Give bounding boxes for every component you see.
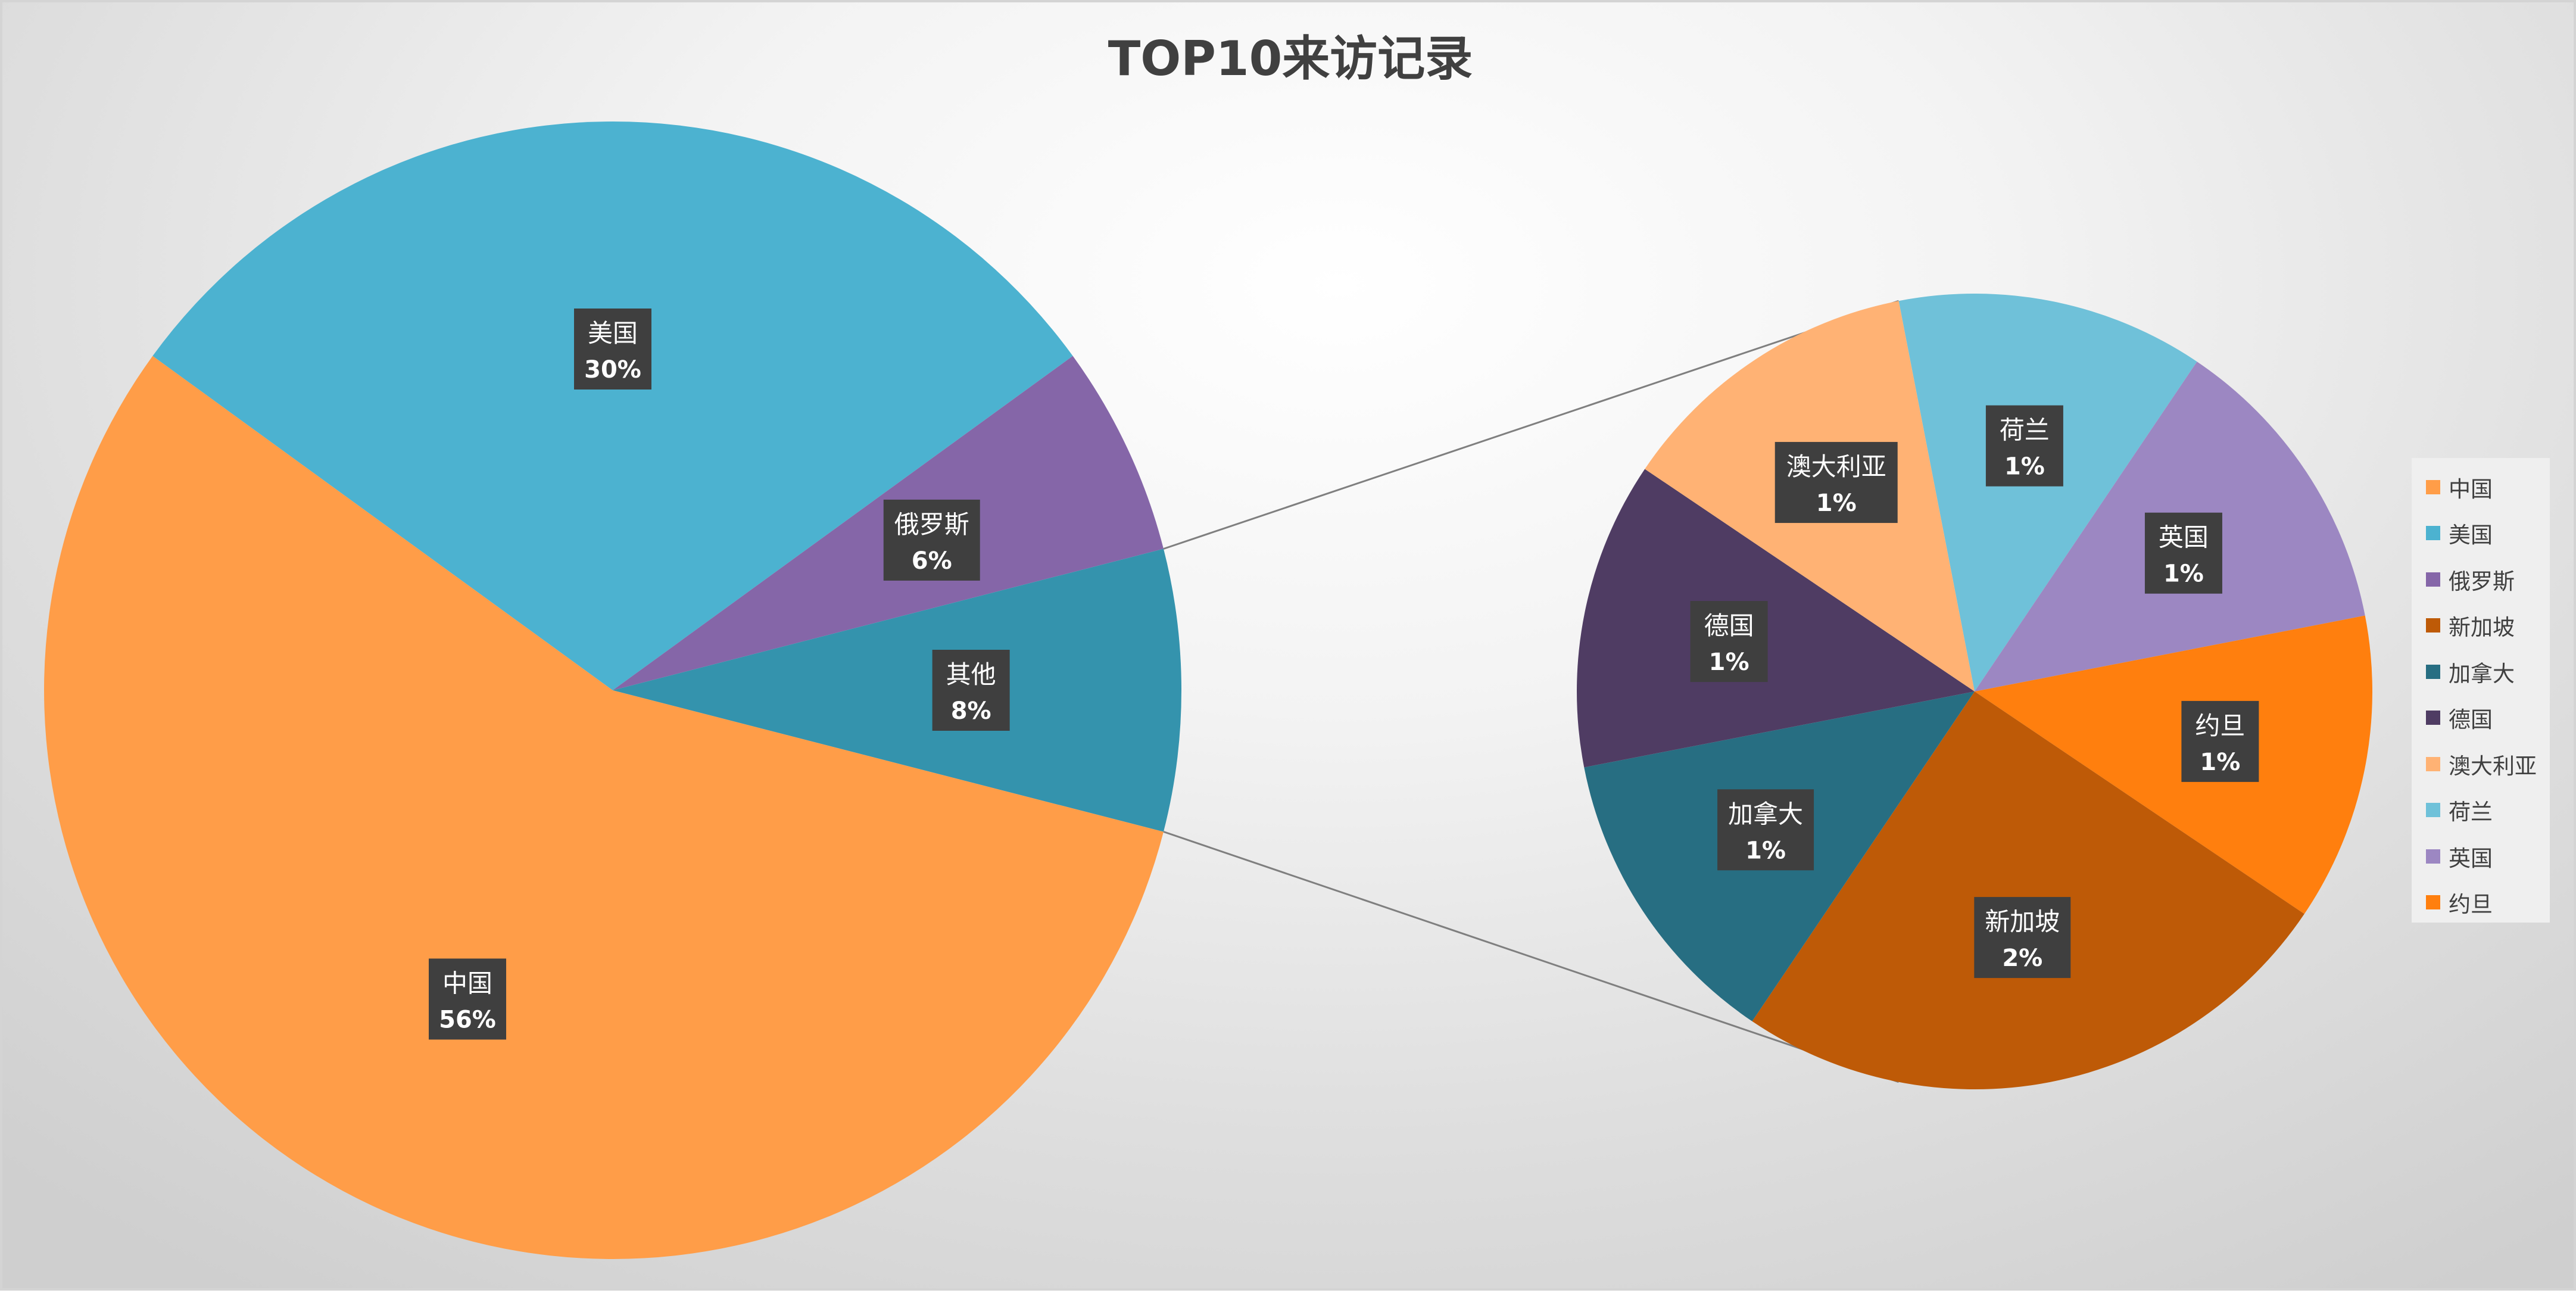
data-label-category: 新加坡 xyxy=(1985,907,2060,936)
legend-label: 俄罗斯 xyxy=(2449,568,2515,594)
legend-label: 美国 xyxy=(2449,522,2493,549)
data-label-e88bb1e59bbd: 英国 1% xyxy=(2144,512,2222,594)
data-label-box xyxy=(1690,601,1768,683)
legend-swatch xyxy=(2426,849,2440,864)
legend-swatch xyxy=(2426,711,2440,725)
legend-swatch xyxy=(2426,618,2440,633)
legend-label: 英国 xyxy=(2449,845,2493,871)
data-label-e7be8ee59bbd: 美国 30% xyxy=(574,309,651,390)
data-label-category: 俄罗斯 xyxy=(894,510,969,539)
primary-pie-labels: 中国 56% 美国 30% 俄罗斯 6% 其他 8% xyxy=(429,309,1010,1040)
data-label-box xyxy=(932,650,1010,731)
data-label-e5beb7e59bbd: 德国 1% xyxy=(1690,601,1768,683)
chart-title: TOP10来访记录 xyxy=(1108,31,1473,86)
connector-lines xyxy=(1163,300,1900,1083)
data-label-category: 中国 xyxy=(442,968,492,998)
data-label-percent: 1% xyxy=(1816,490,1857,517)
legend-swatch xyxy=(2426,803,2440,818)
data-label-percent: 56% xyxy=(439,1006,496,1033)
pie-slice-e7be8ee59bbd xyxy=(152,121,1073,690)
data-label-category: 加拿大 xyxy=(1728,799,1803,828)
legend-item-e88db7e585b0: 荷兰 xyxy=(2426,787,2550,834)
legend-swatch xyxy=(2426,479,2440,494)
data-label-e6beb3e5a4a7e588a9e4ba9a: 澳大利亚 1% xyxy=(1774,442,1898,524)
data-label-category: 英国 xyxy=(2159,523,2209,552)
secondary-slice-e5beb7e59bbd xyxy=(1577,469,1975,768)
data-label-box xyxy=(2181,700,2259,782)
legend-label: 德国 xyxy=(2449,707,2493,733)
data-label-percent: 8% xyxy=(951,697,991,725)
data-label-percent: 1% xyxy=(2004,453,2045,481)
data-label-box xyxy=(2144,512,2222,594)
data-label-box xyxy=(883,499,980,581)
data-label-e4b8ade59bbd: 中国 56% xyxy=(429,958,507,1040)
legend-item-e7baa6e697a6: 约旦 xyxy=(2426,880,2550,926)
data-label-percent: 1% xyxy=(1745,837,1786,864)
data-label-e585b6e4bb96: 其他 8% xyxy=(932,650,1010,731)
legend-label: 新加坡 xyxy=(2449,615,2515,641)
data-label-category: 荷兰 xyxy=(2000,416,2050,445)
legend-swatch xyxy=(2426,664,2440,679)
data-label-box xyxy=(1985,405,2063,487)
data-label-category: 其他 xyxy=(946,660,996,689)
data-label-category: 澳大利亚 xyxy=(1786,452,1886,481)
legend-label: 加拿大 xyxy=(2449,660,2515,687)
data-label-box xyxy=(1774,442,1898,524)
legend-item-e88bb1e59bbd: 英国 xyxy=(2426,833,2550,880)
legend-item-e7be8ee59bbd: 美国 xyxy=(2426,510,2550,557)
connector-line-top xyxy=(1163,300,1900,550)
legend-label: 澳大利亚 xyxy=(2449,753,2537,779)
legend-item-e58aa0e68bbfe5a4a7: 加拿大 xyxy=(2426,649,2550,695)
secondary-slice-e88db7e585b0 xyxy=(1898,294,2197,691)
data-label-category: 德国 xyxy=(1704,611,1754,640)
data-label-e4bf84e7bd97e696af: 俄罗斯 6% xyxy=(883,499,980,581)
data-label-box xyxy=(1717,789,1814,871)
data-label-category: 约旦 xyxy=(2195,711,2245,740)
pie-slice-e585b6e4bb96 xyxy=(613,549,1182,832)
data-label-percent: 1% xyxy=(2163,560,2204,588)
chart-legend: 中国美国俄罗斯新加坡加拿大德国澳大利亚荷兰英国约旦 xyxy=(2412,458,2550,923)
primary-pie xyxy=(43,121,1182,1260)
data-label-percent: 2% xyxy=(2002,945,2042,972)
legend-item-e5beb7e59bbd: 德国 xyxy=(2426,695,2550,741)
data-label-box xyxy=(574,309,651,390)
legend-swatch xyxy=(2426,526,2440,541)
legend-label: 荷兰 xyxy=(2449,799,2493,825)
secondary-pie-labels: 荷兰 1% 英国 1% 约旦 1% 新加坡 2% 加拿大 1% 德国 1% 澳大利亚 1% xyxy=(1690,405,2259,979)
secondary-slice-e7baa6e697a6 xyxy=(1975,615,2372,914)
legend-label: 中国 xyxy=(2449,476,2493,502)
data-label-e58aa0e68bbfe5a4a7: 加拿大 1% xyxy=(1717,789,1814,871)
legend-swatch xyxy=(2426,895,2440,910)
legend-swatch xyxy=(2426,756,2440,771)
secondary-slice-e696b0e58aa0e59da1 xyxy=(1752,691,2304,1089)
data-label-e88db7e585b0: 荷兰 1% xyxy=(1985,405,2063,487)
legend-label: 约旦 xyxy=(2449,892,2493,918)
pie-slice-e4b8ade59bbd xyxy=(43,356,1164,1260)
legend-item-e4b8ade59bbd: 中国 xyxy=(2426,464,2550,510)
legend-swatch xyxy=(2426,572,2440,587)
data-label-e7baa6e697a6: 约旦 1% xyxy=(2181,700,2259,782)
data-label-percent: 30% xyxy=(584,356,641,384)
data-label-percent: 1% xyxy=(1709,649,1749,676)
data-label-percent: 1% xyxy=(2200,749,2240,776)
legend-item-e6beb3e5a4a7e588a9e4ba9a: 澳大利亚 xyxy=(2426,741,2550,787)
data-label-percent: 6% xyxy=(912,547,952,575)
secondary-pie xyxy=(1577,294,2372,1089)
data-label-box xyxy=(1974,897,2071,979)
connector-line-bottom xyxy=(1163,831,1900,1083)
legend-item-e696b0e58aa0e59da1: 新加坡 xyxy=(2426,603,2550,649)
data-label-e696b0e58aa0e59da1: 新加坡 2% xyxy=(1974,897,2071,979)
data-label-category: 美国 xyxy=(588,319,638,348)
legend-item-e4bf84e7bd97e696af: 俄罗斯 xyxy=(2426,556,2550,603)
data-label-box xyxy=(429,958,507,1040)
